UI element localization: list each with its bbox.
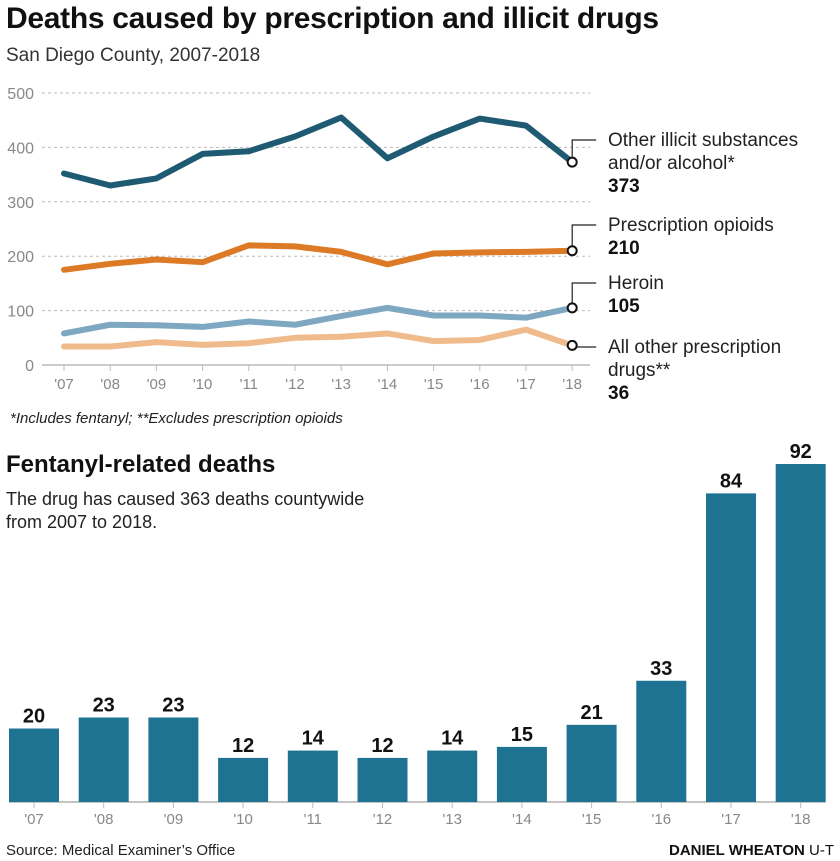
series-end-marker <box>566 339 578 351</box>
y-tick-label: 500 <box>7 86 34 103</box>
bar-value-label: 33 <box>650 658 672 680</box>
fentanyl-chart-title: Fentanyl-related deaths <box>6 451 276 478</box>
series-label: and/or alcohol* <box>608 153 735 174</box>
x-tick-label: '08 <box>100 376 120 393</box>
bar <box>357 757 408 802</box>
series-end-value: 36 <box>608 383 629 404</box>
bar <box>78 717 129 802</box>
credit-org: U-T <box>809 842 834 859</box>
bar <box>148 717 199 802</box>
bar-value-label: 15 <box>511 724 533 746</box>
bar-value-label: 23 <box>162 695 184 717</box>
bar <box>427 750 478 802</box>
x-tick-label: '08 <box>94 811 114 828</box>
x-tick-label: '14 <box>512 811 532 828</box>
x-tick-label: '12 <box>373 811 393 828</box>
label-leader-line <box>571 139 597 163</box>
series-end-value: 210 <box>608 238 640 259</box>
bar <box>706 493 756 802</box>
x-tick-label: '17 <box>721 811 741 828</box>
x-tick-label: '07 <box>54 376 74 393</box>
bar-value-label: 20 <box>23 706 45 728</box>
source-note: Source: Medical Examiner’s Office <box>6 842 236 859</box>
y-tick-label: 100 <box>7 304 34 321</box>
footnote: *Includes fentanyl; **Excludes prescript… <box>10 410 343 427</box>
x-tick-label: '11 <box>304 811 322 828</box>
y-tick-label: 400 <box>7 140 34 157</box>
series-end-marker <box>566 156 578 168</box>
series-label: drugs** <box>608 360 671 381</box>
bar-chart: 20 '07 23 '08 23 '09 12 '10 14 '11 12 '12 14 '13 15 '14… <box>9 441 826 828</box>
x-tick-label: '12 <box>285 376 305 393</box>
bar-value-label: 14 <box>441 728 464 750</box>
label-leader-line <box>571 224 597 251</box>
series-end-value: 373 <box>608 176 640 197</box>
line-chart: 0 100 200 300 400 500 '07 '08 '09 '10 '11 '12 '13 '14… <box>7 86 798 404</box>
bar <box>775 464 826 802</box>
label-leader-line <box>571 282 597 308</box>
series-end-marker <box>566 245 578 257</box>
series-line <box>61 304 576 337</box>
bar-value-label: 92 <box>790 441 812 463</box>
x-tick-label: '09 <box>164 811 184 828</box>
y-tick-label: 0 <box>25 358 34 375</box>
bar-value-label: 14 <box>302 728 325 750</box>
bar-value-label: 84 <box>720 470 743 492</box>
x-tick-label: '15 <box>424 376 444 393</box>
x-tick-label: '15 <box>582 811 602 828</box>
x-tick-label: '11 <box>240 376 258 393</box>
x-tick-label: '14 <box>378 376 398 393</box>
series-label: Other illicit substances <box>608 130 798 151</box>
series-label: All other prescription <box>608 337 781 358</box>
series-end-marker <box>566 302 578 314</box>
x-tick-label: '18 <box>562 376 582 393</box>
x-tick-label: '07 <box>24 811 44 828</box>
series-label: Prescription opioids <box>608 215 774 236</box>
bar <box>218 757 269 802</box>
chart-subtitle: San Diego County, 2007-2018 <box>6 45 261 66</box>
bar <box>287 750 338 802</box>
bar-value-label: 21 <box>580 702 602 724</box>
y-tick-label: 200 <box>7 249 34 266</box>
x-tick-label: '10 <box>193 376 213 393</box>
bar-value-label: 12 <box>232 735 254 757</box>
bar <box>496 746 547 802</box>
credit: DANIEL WHEATON U-T <box>669 842 834 859</box>
credit-name: DANIEL WHEATON <box>668 842 805 859</box>
bar <box>9 728 59 802</box>
series-line <box>61 326 576 350</box>
x-tick-label: '16 <box>470 376 490 393</box>
x-tick-label: '10 <box>233 811 253 828</box>
bar-value-label: 23 <box>93 695 115 717</box>
bar <box>636 680 687 802</box>
x-tick-label: '09 <box>147 376 167 393</box>
x-tick-label: '16 <box>652 811 672 828</box>
x-tick-label: '18 <box>791 811 811 828</box>
x-tick-label: '13 <box>331 376 351 393</box>
x-tick-label: '17 <box>516 376 536 393</box>
series-line <box>61 242 576 273</box>
bar-value-label: 12 <box>371 735 393 757</box>
series-label: Heroin <box>608 273 664 294</box>
x-tick-label: '13 <box>442 811 462 828</box>
series-end-value: 105 <box>608 296 640 317</box>
fentanyl-description: The drug has caused 363 deaths countywid… <box>6 489 365 532</box>
y-tick-label: 300 <box>7 195 34 212</box>
series-line <box>61 114 576 189</box>
bar <box>566 724 617 802</box>
chart-title: Deaths caused by prescription and illici… <box>6 2 659 35</box>
